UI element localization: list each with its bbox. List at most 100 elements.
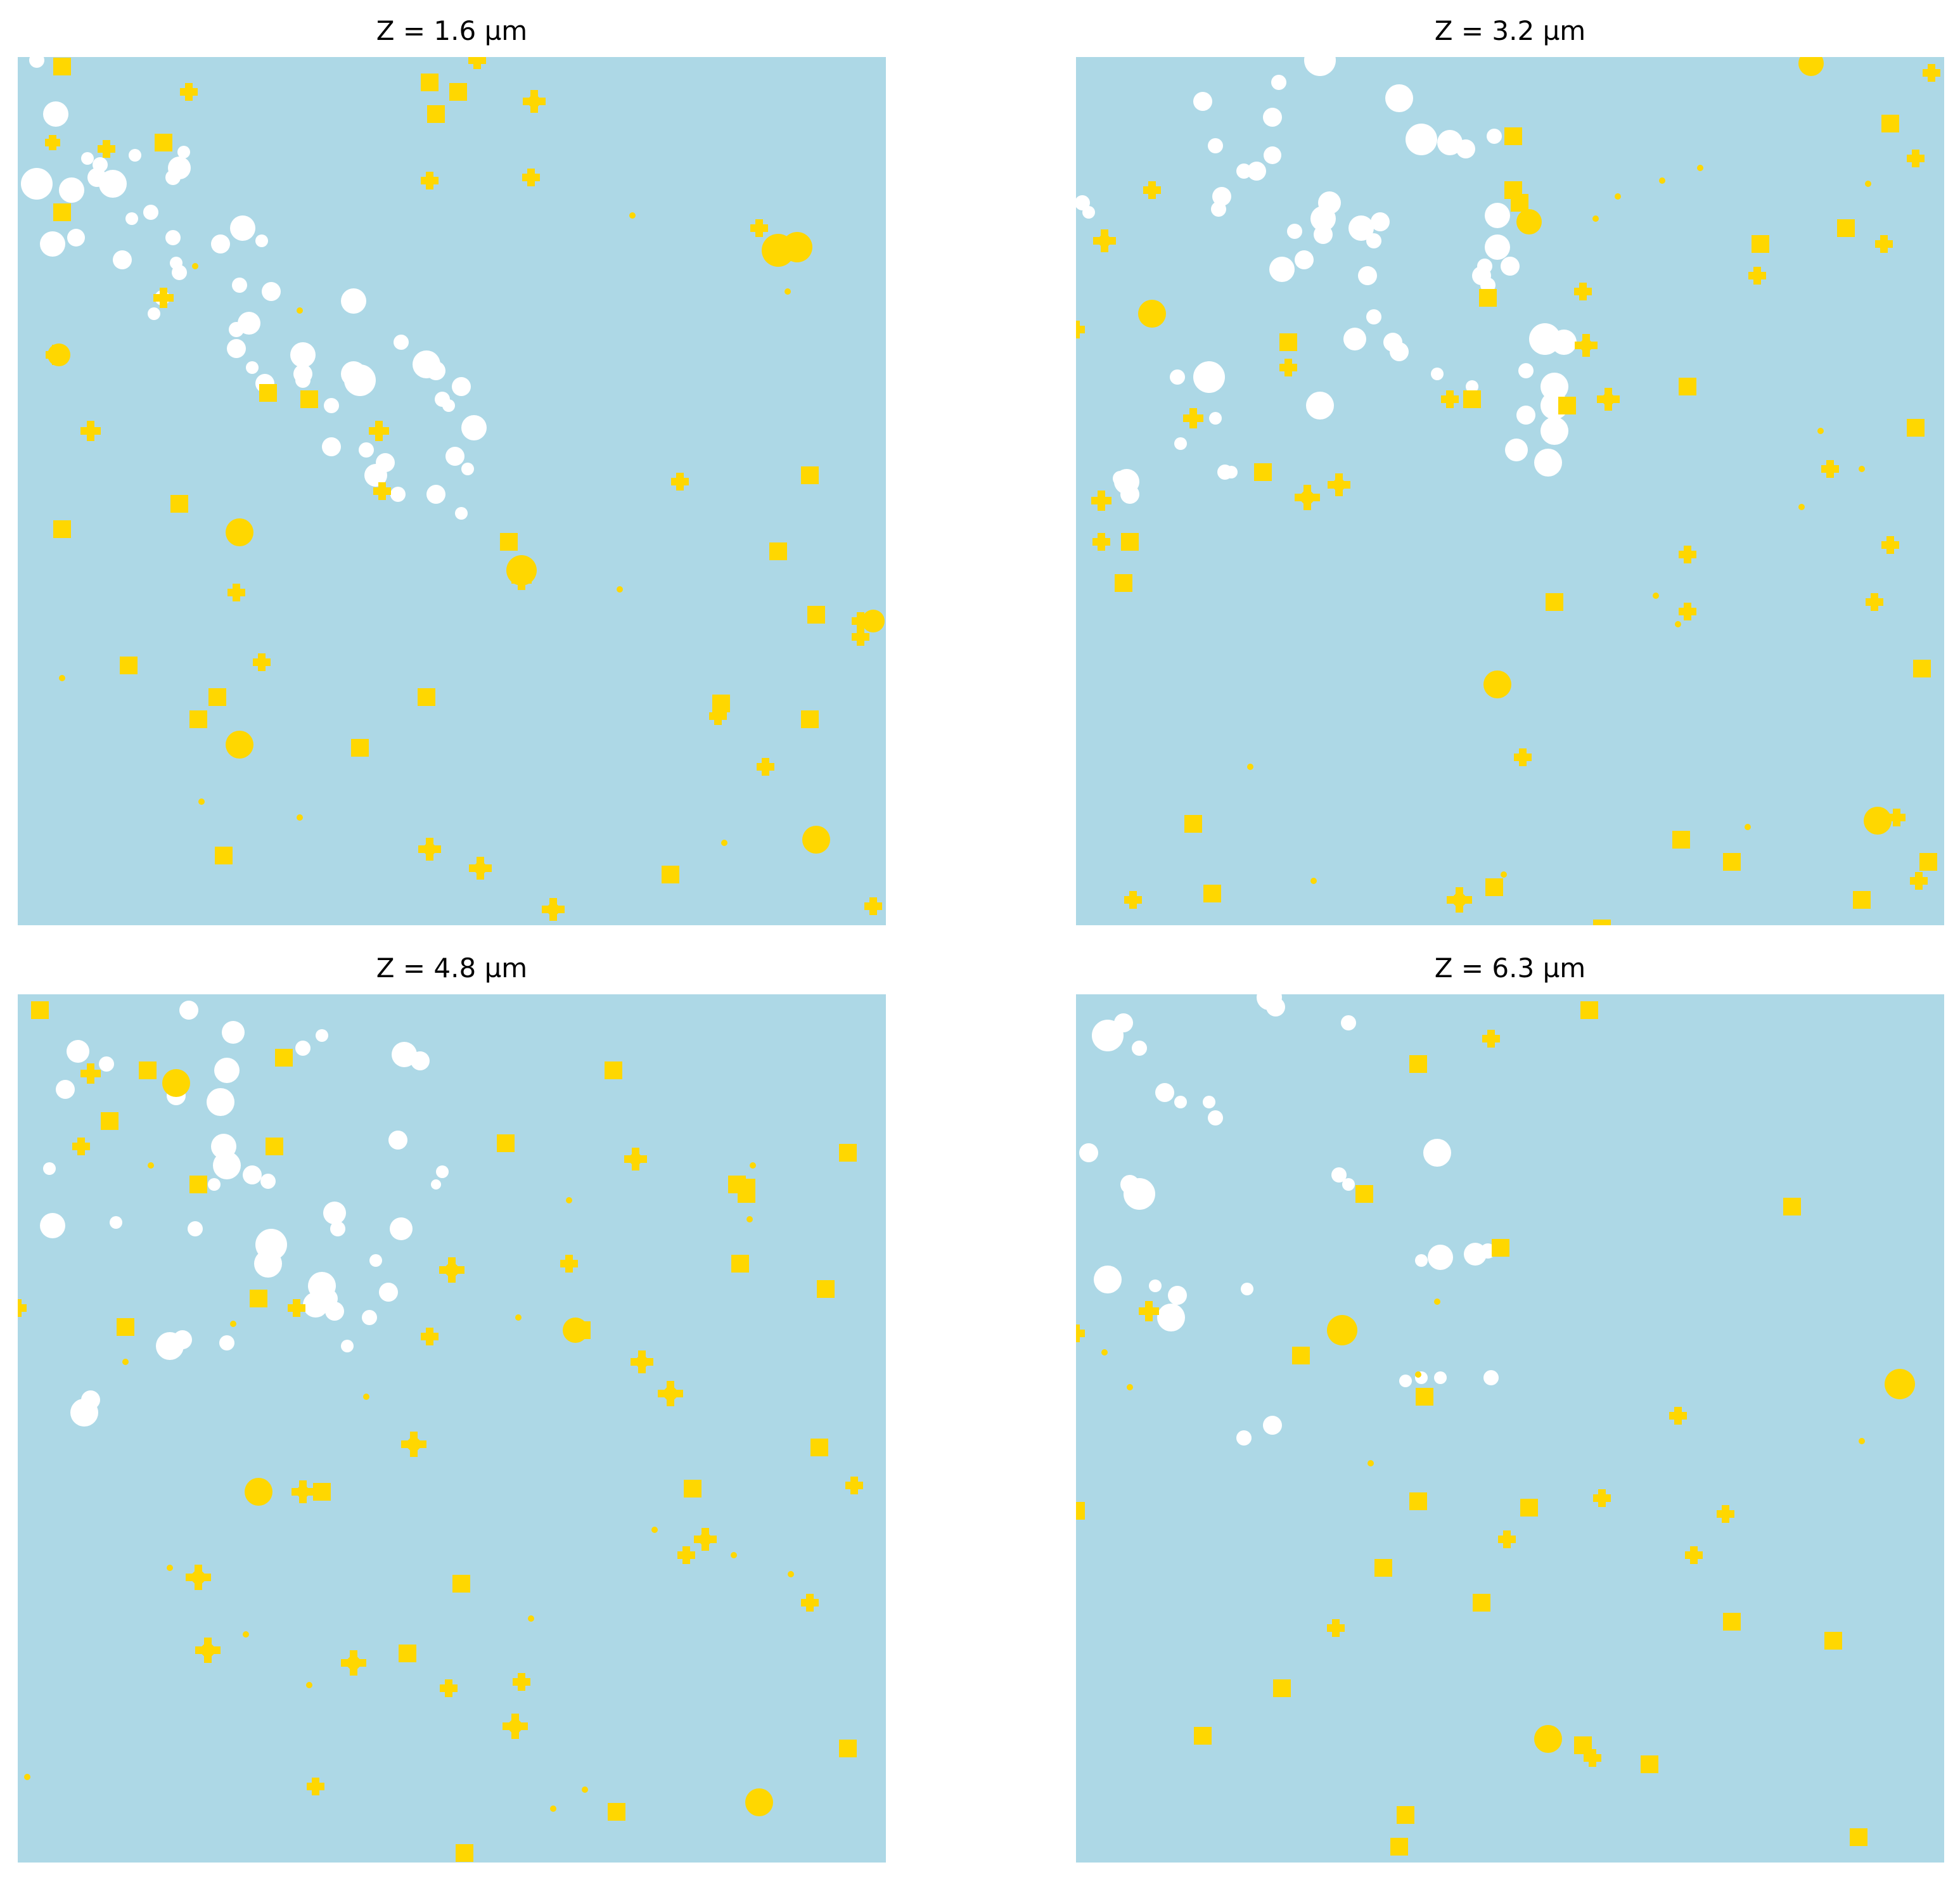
particle-plus	[750, 219, 768, 237]
particle-plus-vertical	[378, 482, 386, 500]
particle-round	[226, 518, 253, 546]
void-region	[232, 278, 247, 293]
void-region	[129, 149, 141, 162]
void-region	[1271, 75, 1286, 90]
particle-dot	[297, 307, 303, 314]
void-region	[1434, 1371, 1447, 1384]
particle-plus	[1669, 1407, 1687, 1425]
particle-square	[1463, 390, 1481, 408]
particle-dot	[1817, 428, 1824, 434]
particle-plus-vertical	[755, 219, 763, 237]
particle-square	[399, 1645, 416, 1662]
particle-square	[1390, 1838, 1408, 1856]
void-region	[1371, 212, 1390, 231]
particle-dot	[1592, 215, 1599, 222]
particle-square	[1279, 333, 1297, 351]
particle-square	[497, 1134, 515, 1152]
void-region	[87, 168, 106, 187]
void-region	[1331, 1167, 1347, 1183]
void-region	[1399, 1375, 1412, 1387]
particle-plus-vertical	[1076, 1324, 1080, 1342]
void-region	[426, 485, 445, 504]
particle-plus-vertical	[87, 1063, 94, 1084]
void-region	[1295, 250, 1314, 269]
void-region	[1366, 233, 1381, 248]
void-region	[1310, 206, 1336, 231]
particle-dot	[24, 1774, 30, 1780]
particle-dot	[1859, 1438, 1865, 1444]
particle-square	[275, 1049, 293, 1067]
particle-dot	[515, 1314, 522, 1321]
particle-square	[189, 1176, 207, 1193]
void-region	[188, 1221, 203, 1236]
particle-plus	[186, 1565, 211, 1590]
particle-square	[731, 1255, 749, 1273]
void-region	[411, 1051, 430, 1070]
particle-square	[1511, 194, 1528, 212]
particle-dot	[785, 288, 791, 295]
void-region	[1314, 225, 1333, 244]
particle-plus-vertical	[1332, 1619, 1340, 1637]
particle-dot	[198, 798, 205, 805]
particle-round	[1864, 807, 1892, 835]
microscopy-slice-z-6-3	[1076, 994, 1944, 1863]
particle-dot	[306, 1682, 312, 1688]
void-region	[1120, 1175, 1139, 1194]
void-region	[1208, 1110, 1223, 1125]
particle-square	[1409, 1492, 1427, 1510]
particle-plus	[1574, 283, 1592, 300]
particle-plus	[1679, 603, 1696, 620]
particle-plus-vertical	[258, 653, 266, 671]
particle-dot	[148, 1162, 154, 1169]
void-region	[1114, 1013, 1133, 1032]
particle-square	[250, 1290, 267, 1307]
particle-square	[351, 739, 369, 757]
particle-round	[1138, 300, 1166, 328]
particle-round	[802, 826, 830, 854]
panel-title-z-1-6: Z = 1.6 µm	[376, 15, 528, 46]
particle-plus-vertical	[857, 628, 864, 646]
particle-plus-vertical	[1684, 603, 1691, 620]
void-region	[1287, 224, 1302, 239]
particle-dot	[721, 840, 727, 846]
particle-plus-vertical	[1915, 872, 1923, 890]
void-region	[322, 437, 341, 456]
particle-plus	[1685, 1546, 1703, 1564]
particle-dot	[230, 1321, 236, 1327]
particle-plus	[440, 1679, 458, 1697]
particle-dot	[1310, 878, 1317, 884]
particle-plus	[511, 570, 532, 590]
void-region	[436, 1165, 449, 1178]
void-region	[1487, 129, 1502, 144]
particle-plus-vertical	[426, 1328, 433, 1345]
particle-square	[418, 688, 435, 706]
void-region	[21, 168, 53, 200]
void-region	[1247, 162, 1266, 181]
particle-dot	[1415, 1371, 1421, 1378]
particle-square	[1416, 1388, 1433, 1406]
particle-square	[1850, 1828, 1867, 1846]
particle-dot	[1745, 824, 1751, 830]
void-region	[1466, 380, 1478, 393]
particle-square	[101, 1112, 118, 1130]
void-region	[1155, 1083, 1174, 1102]
particle-dot	[1434, 1299, 1440, 1305]
particle-dot	[243, 1631, 249, 1638]
particle-round	[1534, 1725, 1562, 1753]
particle-plus	[1923, 64, 1940, 82]
particle-square	[810, 1439, 828, 1456]
void-region	[1225, 466, 1238, 478]
particle-square	[605, 1061, 622, 1079]
particle-dot	[750, 1162, 756, 1169]
void-region	[1551, 330, 1577, 355]
particle-plus-vertical	[49, 135, 56, 150]
void-region	[376, 453, 395, 472]
void-region	[303, 1292, 328, 1318]
particle-plus	[341, 1650, 366, 1676]
particle-round	[745, 1788, 773, 1816]
void-region	[1306, 392, 1334, 420]
particle-square	[1907, 419, 1925, 437]
particle-plus	[757, 758, 774, 776]
slice-image-z-1-6	[18, 57, 886, 925]
void-region	[230, 215, 255, 241]
